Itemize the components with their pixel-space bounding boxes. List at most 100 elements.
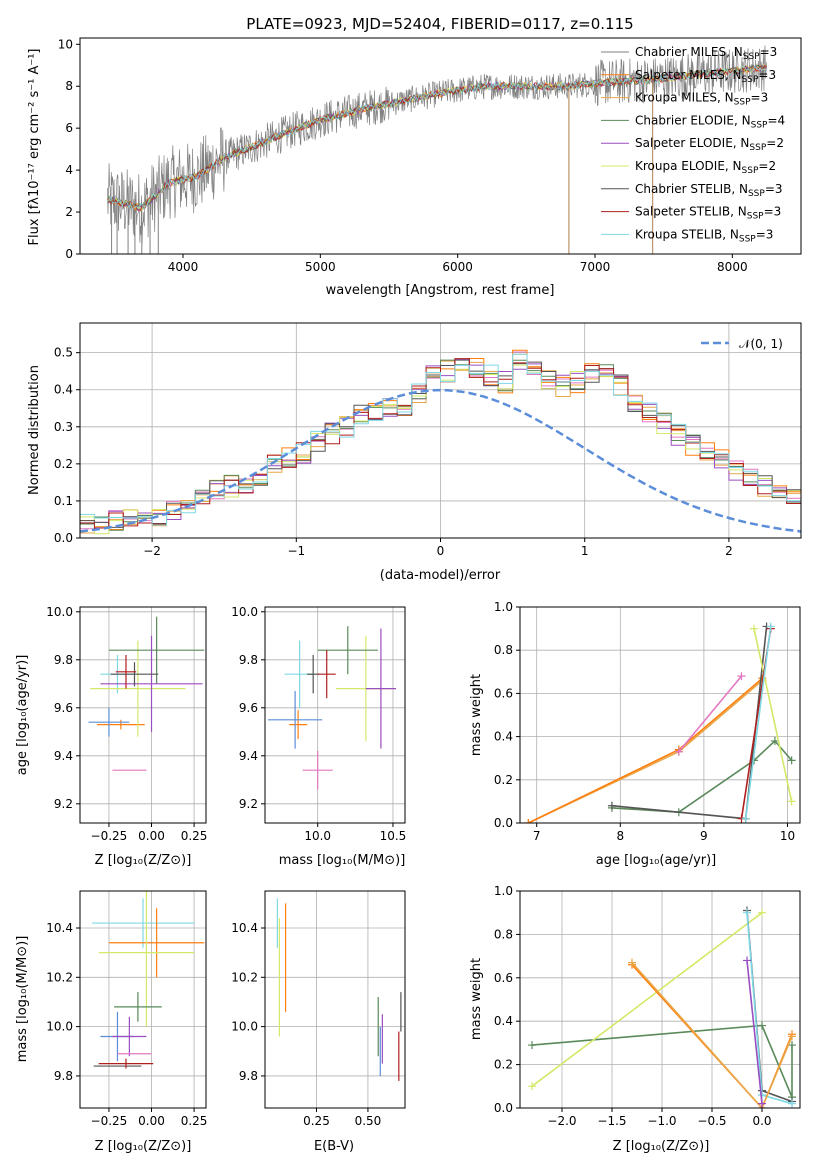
mass-vs-reddening-chart: E(B-V) 0.25 0.50 9.8 10.0 10.2 10.4 (231, 890, 406, 1154)
wZ-marker (788, 1032, 796, 1041)
age-vs-metallicity-chart: Z [log₁₀(Z/Z⊙)] age [log₁₀(age/yr)] −0.2… (15, 605, 207, 868)
age-vs-mass-chart: mass [log₁₀(M/M⊙)] 10.0 10.5 9.2 9.6 9.4 9.8 1… (231, 605, 406, 868)
massEBV-xlabel: E(B-V) (314, 1139, 354, 1154)
massZ-xtick-label: 0.25 (181, 1114, 208, 1128)
ageM-ytick-label: 10.0 (231, 605, 258, 619)
wZ-ytick-label: 0.0 (494, 1101, 513, 1115)
wZ-xtick-label: −1.0 (647, 1114, 676, 1128)
observed-spectrum (107, 45, 768, 245)
spectrum-ytick-label: 2 (65, 205, 73, 219)
ageM-xlabel: mass [log₁₀(M/M⊙)] (279, 853, 406, 868)
legend-label-7: Salpeter STELIB, NSSP=3 (635, 205, 781, 222)
wAge-ytick-label: 0.0 (494, 816, 513, 830)
wAge-series-0 (528, 679, 763, 823)
residual-histogram-8 (80, 353, 801, 538)
wZ-marker (743, 908, 751, 917)
wZ-xtick-label: 0.0 (752, 1114, 771, 1128)
mass-weight-vs-metallicity-chart: Z [log₁₀(Z/Z⊙)] mass weight −2.0 −1.5 −1.0… (469, 884, 801, 1154)
ageZ-ytick-label: 9.6 (54, 701, 73, 715)
wZ-frame (519, 890, 801, 1109)
wAge-xtick-label: 7 (533, 829, 541, 843)
ageZ-xlabel: Z [log₁₀(Z/Z⊙)] (95, 853, 192, 868)
residuals-ylabel: Normed distribution (27, 365, 42, 495)
residuals-ytick-label: 0.2 (54, 457, 73, 471)
legend-normal-label: 𝒩(0, 1) (739, 337, 783, 351)
residuals-xtick-label: 1 (581, 544, 589, 558)
wZ-ytick-label: 0.4 (494, 1014, 513, 1028)
residuals-ytick-label: 0.4 (54, 383, 73, 397)
ageM-frame (264, 606, 406, 824)
ageZ-ytick-label: 9.4 (54, 749, 73, 763)
legend-label-8: Kroupa STELIB, NSSP=3 (635, 227, 773, 244)
wZ-marker (788, 1099, 796, 1108)
ageM-ytick-label: 9.4 (239, 749, 258, 763)
legend-label-5: Kroupa ELODIE, NSSP=2 (635, 159, 776, 176)
wAge-marker (766, 622, 775, 631)
wAge-series-6 (744, 626, 772, 819)
wAge-ylabel: mass weight (469, 674, 484, 756)
spectrum-ytick-label: 0 (65, 247, 73, 261)
wAge-ytick-label: 0.8 (494, 643, 513, 657)
massEBV-xtick-label: 0.50 (355, 1114, 382, 1128)
wAge-marker (750, 624, 759, 633)
spectrum-ytick-label: 4 (65, 163, 73, 177)
spectrum-ytick-label: 6 (65, 121, 73, 135)
spectrum-xtick-label: 7000 (580, 260, 611, 274)
wAge-series-2 (611, 739, 793, 814)
wZ-xtick-label: −2.0 (547, 1114, 576, 1128)
wZ-marker (758, 1099, 766, 1108)
wAge-ytick-label: 1.0 (494, 600, 513, 614)
wZ-series-6 (746, 960, 763, 1104)
residuals-xlabel: (data-model)/error (380, 568, 501, 583)
normal-pdf-curve (80, 388, 801, 533)
legend-label-1: Salpeter MILES, NSSP=3 (635, 68, 776, 85)
ageZ-xtick-label: 0.25 (181, 829, 208, 843)
wAge-marker (674, 747, 683, 756)
legend-label-2: Kroupa MILES, NSSP=3 (635, 91, 768, 108)
residuals-histogram: (data-model)/error Normed distribution −… (27, 322, 802, 583)
massZ-ytick-label: 10.4 (46, 921, 73, 935)
wAge-marker (787, 797, 796, 806)
wZ-xlabel: Z [log₁₀(Z/Z⊙)] (613, 1139, 710, 1154)
residuals-ytick-label: 0.5 (54, 346, 73, 360)
wAge-marker (787, 756, 796, 765)
massEBV-ytick-label: 10.2 (231, 970, 258, 984)
wAge-series-1 (528, 677, 763, 823)
spectrum-xtick-label: 8000 (717, 260, 748, 274)
wZ-marker (758, 908, 766, 917)
spectrum-ylabel: Flux [fλ10⁻¹⁷ erg cm⁻² s⁻¹ A⁻¹] (27, 49, 42, 246)
wZ-marker (628, 958, 636, 967)
spectrum-xlabel: wavelength [Angstrom, rest frame] (326, 283, 555, 298)
wZ-series-5 (631, 962, 793, 1108)
spectrum-ytick-label: 8 (65, 79, 73, 93)
wZ-ytick-label: 0.6 (494, 971, 513, 985)
spectrum-xtick-label: 6000 (442, 260, 473, 274)
massZ-xtick-label: 0.00 (138, 1114, 165, 1128)
wZ-marker (528, 1041, 536, 1050)
wZ-marker (743, 956, 751, 965)
residuals-ytick-label: 0.3 (54, 420, 73, 434)
massZ-xtick-label: −0.25 (91, 1114, 128, 1128)
ageZ-ytick-label: 9.2 (54, 797, 73, 811)
wAge-series-4 (753, 628, 793, 802)
massEBV-xtick-label: 0.25 (303, 1114, 330, 1128)
wAge-xtick-label: 9 (700, 829, 708, 843)
wZ-marker (788, 1041, 796, 1050)
residuals-ytick-label: 0.1 (54, 494, 73, 508)
model-spectrum-8 (107, 66, 767, 211)
spectrum-xtick-label: 5000 (305, 260, 336, 274)
massZ-ytick-label: 9.8 (54, 1069, 73, 1083)
wAge-ytick-label: 0.6 (494, 686, 513, 700)
wAge-series-3 (611, 626, 768, 820)
legend-label-3: Chabrier ELODIE, NSSP=4 (635, 113, 785, 130)
wZ-series-0 (531, 1024, 793, 1098)
mass-weight-vs-age-chart: age [log₁₀(age/yr)] mass weight 7 8 9 10 0.0… (469, 600, 801, 868)
residuals-frame (79, 322, 802, 539)
wAge-marker (524, 819, 533, 823)
massEBV-ytick-label: 10.0 (231, 1020, 258, 1034)
ageM-ytick-label: 9.2 (239, 797, 258, 811)
mass-vs-metallicity-chart: Z [log₁₀(Z/Z⊙)] mass [log₁₀(M/M⊙)] −0.25… (15, 890, 208, 1154)
massZ-frame (79, 890, 207, 1109)
spectrum-chart: wavelength [Angstrom, rest frame] Flux [… (27, 37, 802, 298)
wAge-ytick-label: 0.2 (494, 773, 513, 787)
